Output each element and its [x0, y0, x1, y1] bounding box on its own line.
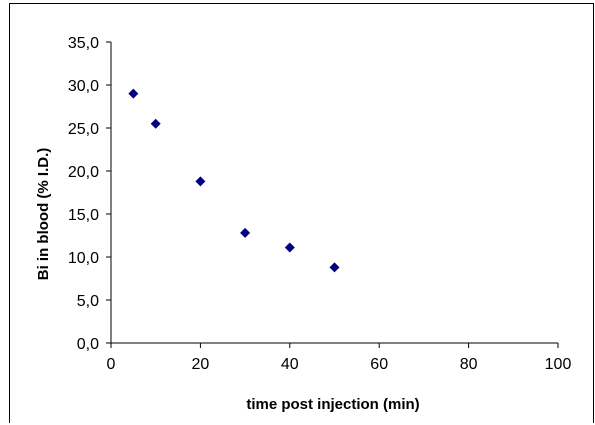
y-tick-label: 30,0 — [68, 78, 99, 95]
data-point-marker — [329, 262, 340, 273]
y-tick-label: 25,0 — [68, 121, 99, 138]
data-point-marker — [128, 88, 139, 99]
y-axis-title: Bi in blood (% I.D.) — [35, 148, 52, 280]
y-tick-label: 10,0 — [68, 250, 99, 267]
x-tick-label: 80 — [460, 356, 478, 373]
y-tick-label: 15,0 — [68, 207, 99, 224]
y-tick-label: 20,0 — [68, 164, 99, 181]
y-tick-label: 5,0 — [77, 293, 99, 310]
y-tick-label: 35,0 — [68, 35, 99, 52]
x-axis-title: time post injection (min) — [246, 396, 419, 413]
x-tick-label: 100 — [545, 356, 572, 373]
frame-top-border — [9, 3, 594, 4]
x-tick-label: 0 — [107, 356, 116, 373]
data-point-marker — [150, 118, 161, 129]
data-point-marker — [284, 242, 295, 253]
x-ticks: 0 20 40 60 80 100 — [107, 343, 572, 373]
y-tick-label: 0,0 — [77, 336, 99, 353]
data-point-marker — [240, 227, 251, 238]
x-tick-label: 20 — [192, 356, 210, 373]
x-tick-label: 60 — [370, 356, 388, 373]
data-points — [128, 88, 340, 273]
data-point-marker — [195, 176, 206, 187]
frame-left-border — [9, 3, 10, 423]
y-ticks: 0,0 5,0 10,0 15,0 20,0 25,0 30,0 35,0 — [68, 35, 111, 353]
x-tick-label: 40 — [281, 356, 299, 373]
axes — [110, 42, 558, 344]
frame-right-border — [593, 3, 594, 423]
